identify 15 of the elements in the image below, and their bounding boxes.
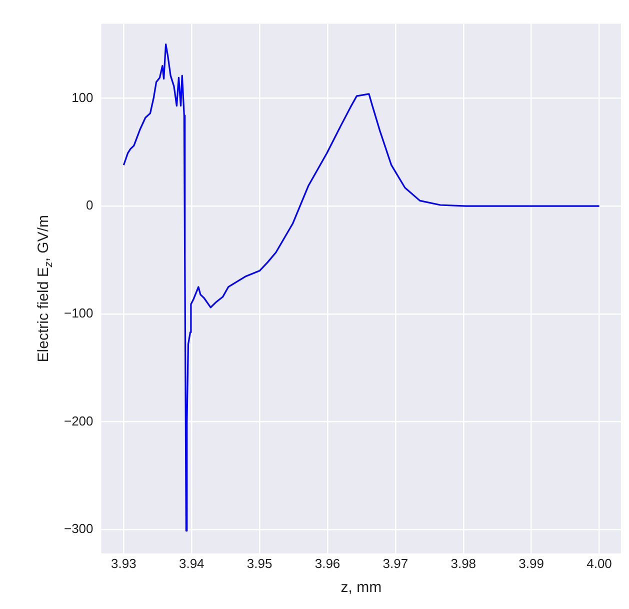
x-axis-title: z, mm bbox=[340, 579, 382, 596]
y-tick-label: 100 bbox=[72, 90, 94, 105]
y-axis-title: Electric field Ez, GV/m bbox=[35, 214, 56, 362]
y-tick-label: 0 bbox=[86, 198, 94, 213]
x-tick-label: 3.99 bbox=[518, 556, 544, 571]
y-tick-label: −100 bbox=[64, 306, 94, 321]
x-tick-label: 3.94 bbox=[178, 556, 204, 571]
y-tick-label: −200 bbox=[64, 413, 94, 428]
x-tick-label: 3.96 bbox=[314, 556, 340, 571]
x-tick-label: 4.00 bbox=[586, 556, 612, 571]
x-tick-label: 3.97 bbox=[382, 556, 408, 571]
y-tick-label: −300 bbox=[64, 521, 94, 536]
x-tick-label: 3.98 bbox=[450, 556, 476, 571]
x-tick-label: 3.95 bbox=[246, 556, 272, 571]
x-tick-label: 3.93 bbox=[111, 556, 136, 571]
